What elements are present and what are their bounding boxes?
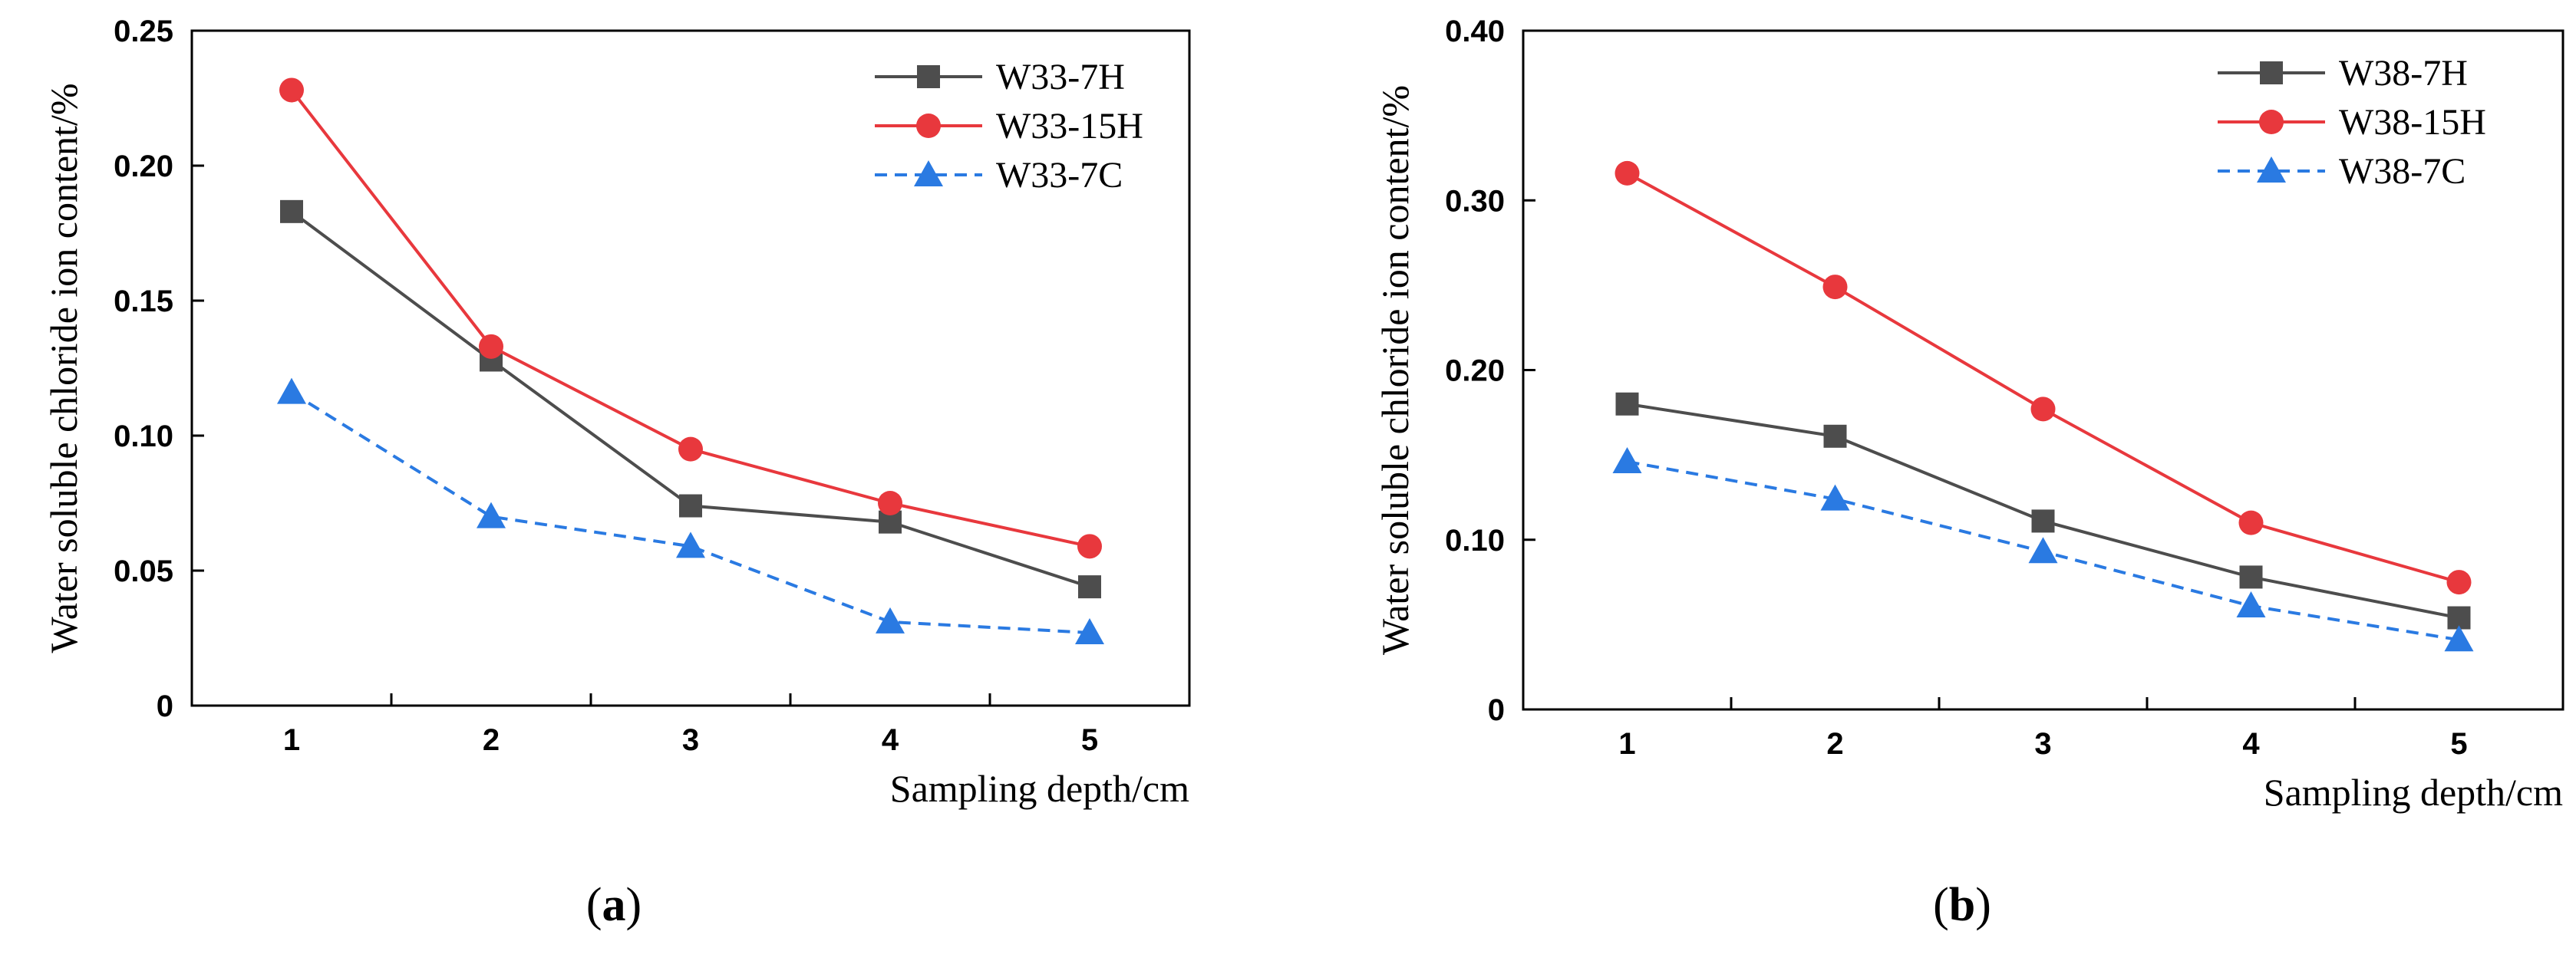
- chart-panel-a: 0 0.05 0.10 0.15 0.20 0.25 1 2 3 4 5 Sampling depth…: [42, 15, 1191, 810]
- data-point-w38-7h-1: [1615, 392, 1639, 416]
- chart-panel-b: 0 0.10 0.20 0.30 0.40 1 2 3 4 5 Sampling depth/cm W…: [1374, 15, 2564, 814]
- data-point-w33-15h-2: [479, 334, 503, 359]
- x-axis-title: Sampling depth/cm: [2264, 771, 2563, 814]
- x-tick-label: 4: [2242, 727, 2260, 761]
- data-point-w33-7h-1: [280, 199, 303, 223]
- legend-label-w33-7c: W33-7C: [996, 155, 1123, 196]
- plot-frame: [190, 29, 1191, 707]
- data-point-w38-7c-1: [1612, 446, 1642, 473]
- x-tick-label: 2: [1826, 727, 1843, 761]
- y-axis-title: Water soluble chloride ion content/%: [42, 84, 85, 653]
- data-point-w38-15h-3: [2030, 397, 2056, 422]
- data-point-w33-7c-5: [1075, 617, 1104, 644]
- x-tick-label: 3: [2034, 727, 2051, 761]
- legend-label-w38-7c: W38-7C: [2339, 151, 2466, 192]
- legend-marker-w33-7c: [914, 160, 943, 186]
- x-axis-title: Sampling depth/cm: [890, 767, 1189, 810]
- legend-marker-w38-7h: [2260, 61, 2283, 84]
- data-point-w38-7c-2: [1820, 484, 1850, 511]
- x-tick-label: 1: [1618, 727, 1635, 761]
- data-point-w38-7h-4: [2239, 565, 2263, 589]
- legend-marker-w38-15h: [2259, 110, 2284, 134]
- legend-marker-w38-7c: [2257, 156, 2286, 183]
- x-tick-label: 1: [283, 723, 300, 757]
- data-point-w33-7c-1: [277, 377, 306, 404]
- y-tick-label: 0.10: [1445, 524, 1505, 558]
- series-line-w33-15h: [290, 89, 1090, 548]
- x-tick-label: 3: [682, 723, 699, 757]
- data-point-w33-15h-1: [279, 77, 304, 103]
- legend-label-w33-7h: W33-7H: [996, 57, 1125, 97]
- y-tick-label: 0.20: [114, 150, 173, 183]
- legend-marker-w33-15h: [916, 114, 941, 138]
- legend-label-w33-15h: W33-15H: [996, 106, 1143, 146]
- y-tick-label: 0.20: [1445, 354, 1505, 388]
- x-tick-label: 2: [483, 723, 500, 757]
- y-tick-label: 0.25: [114, 15, 173, 48]
- legend-marker-w33-7h: [917, 65, 940, 88]
- data-point-w38-7c-5: [2444, 625, 2474, 652]
- y-tick-label: 0.10: [114, 420, 173, 453]
- y-tick-label: 0: [157, 689, 173, 723]
- data-point-w38-15h-5: [2446, 570, 2472, 595]
- data-point-w33-7c-3: [676, 532, 705, 558]
- legend-label-w38-7h: W38-7H: [2339, 53, 2468, 94]
- y-tick-label: 0.05: [114, 555, 173, 588]
- y-axis-title: Water soluble chloride ion content/%: [1374, 85, 1417, 655]
- data-point-w33-7c-2: [477, 502, 506, 528]
- data-point-w38-7c-3: [2028, 537, 2058, 564]
- x-tick-label: 4: [882, 723, 899, 757]
- data-point-w33-7c-4: [876, 607, 905, 634]
- data-point-w33-7h-3: [679, 494, 702, 518]
- data-point-w33-15h-5: [1077, 534, 1102, 559]
- data-point-w38-15h-2: [1822, 275, 1848, 300]
- x-tick-label: 5: [1081, 723, 1098, 757]
- panel-label-a: (a): [586, 879, 642, 931]
- data-point-w38-15h-4: [2238, 510, 2264, 535]
- y-tick-label: 0: [1488, 693, 1505, 727]
- data-point-w33-15h-4: [878, 491, 902, 515]
- y-tick-label: 0.15: [114, 285, 173, 318]
- data-point-w38-7h-2: [1823, 424, 1847, 448]
- panel-label-b: (b): [1933, 879, 1991, 931]
- data-point-w38-7c-4: [2236, 591, 2266, 618]
- data-point-w33-15h-3: [678, 436, 703, 462]
- y-tick-label: 0.30: [1445, 184, 1505, 218]
- data-point-w38-15h-1: [1615, 160, 1640, 186]
- legend-label-w38-15h: W38-15H: [2339, 102, 2486, 143]
- y-tick-label: 0.40: [1445, 15, 1505, 48]
- x-tick-label: 5: [2450, 727, 2467, 761]
- series-line-w33-7h: [290, 210, 1090, 589]
- data-point-w38-7h-3: [2031, 509, 2055, 533]
- data-point-w33-7h-5: [1078, 575, 1101, 599]
